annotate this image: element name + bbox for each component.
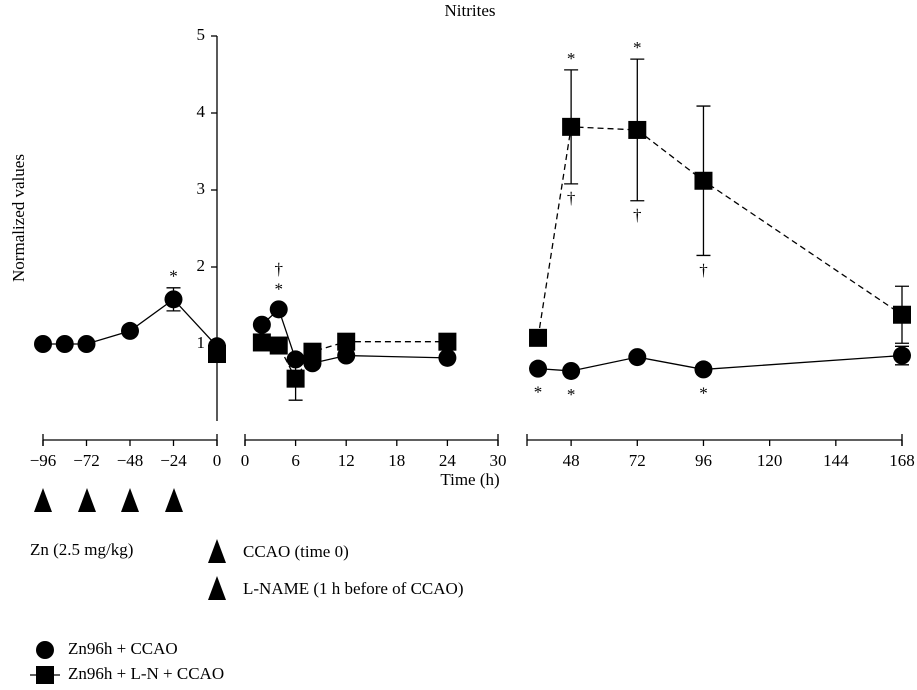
ccao-triangle xyxy=(208,539,226,563)
significance-mark: * xyxy=(633,38,642,57)
x-tick-label: 0 xyxy=(213,451,222,470)
x-tick-label: −48 xyxy=(117,451,144,470)
lname-label: L-NAME (1 h before of CCAO) xyxy=(243,579,463,598)
circle-marker xyxy=(628,348,647,367)
legend-marker xyxy=(36,666,54,684)
y-tick-label: 2 xyxy=(197,256,206,275)
circle-marker xyxy=(438,348,457,367)
legend-label: Zn96h + L-N + CCAO xyxy=(68,664,224,683)
circle-marker xyxy=(34,335,52,353)
x-tick-label: 18 xyxy=(388,451,405,470)
legend-marker xyxy=(36,641,54,659)
x-tick-label: 0 xyxy=(241,451,250,470)
y-tick-label: 5 xyxy=(197,25,206,44)
significance-mark: † xyxy=(699,260,708,279)
circle-marker xyxy=(529,359,548,378)
series-line xyxy=(537,126,903,338)
circle-marker xyxy=(694,360,713,379)
significance-mark: * xyxy=(274,279,283,298)
significance-mark: † xyxy=(633,206,642,225)
significance-mark: † xyxy=(274,259,283,278)
ccao-label: CCAO (time 0) xyxy=(243,542,349,561)
x-tick-label: 48 xyxy=(563,451,580,470)
square-marker xyxy=(562,117,581,136)
x-tick-label: 12 xyxy=(338,451,355,470)
x-tick-label: 168 xyxy=(889,451,915,470)
series-line xyxy=(537,354,903,372)
zn-triangle xyxy=(165,488,183,512)
significance-mark: * xyxy=(699,383,708,402)
significance-mark: * xyxy=(567,49,576,68)
circle-marker xyxy=(893,346,911,365)
circle-marker xyxy=(55,335,74,353)
square-marker xyxy=(208,345,226,364)
significance-mark: † xyxy=(567,189,576,208)
square-marker xyxy=(529,328,548,347)
y-tick-label: 3 xyxy=(197,179,206,198)
square-marker xyxy=(252,333,271,352)
zn-triangle xyxy=(34,488,52,512)
x-tick-label: −72 xyxy=(73,451,100,470)
x-axis-label: Time (h) xyxy=(440,470,499,489)
significance-mark: * xyxy=(567,385,576,404)
y-axis-label: Normalized values xyxy=(9,154,28,282)
x-tick-label: 96 xyxy=(695,451,712,470)
chart-title: Nitrites xyxy=(445,1,496,20)
x-tick-label: 120 xyxy=(757,451,783,470)
zn-triangle xyxy=(121,488,139,512)
x-tick-label: 30 xyxy=(490,451,507,470)
square-marker xyxy=(628,120,647,139)
circle-marker xyxy=(562,361,581,380)
significance-mark: * xyxy=(169,267,178,286)
circle-marker xyxy=(121,321,139,340)
square-marker xyxy=(694,171,713,190)
square-marker xyxy=(269,336,288,355)
x-tick-label: 6 xyxy=(291,451,300,470)
circle-marker xyxy=(269,300,288,319)
lname-triangle xyxy=(208,576,226,600)
x-tick-label: −96 xyxy=(30,451,57,470)
significance-mark: * xyxy=(534,383,543,402)
circle-marker xyxy=(252,315,271,334)
square-marker xyxy=(286,369,305,388)
square-marker xyxy=(337,332,356,351)
treatment-markers xyxy=(34,488,226,600)
square-marker xyxy=(303,342,322,361)
legend-label: Zn96h + CCAO xyxy=(68,639,178,658)
x-tick-label: −24 xyxy=(160,451,187,470)
circle-marker xyxy=(164,290,183,309)
circle-marker xyxy=(77,335,96,353)
y-tick-label: 4 xyxy=(197,102,206,121)
x-tick-label: 24 xyxy=(439,451,457,470)
y-tick-label: 1 xyxy=(197,333,206,352)
zn-triangle xyxy=(78,488,96,512)
x-tick-label: 72 xyxy=(629,451,646,470)
x-tick-label: 144 xyxy=(823,451,849,470)
zn-label: Zn (2.5 mg/kg) xyxy=(30,540,133,559)
square-marker xyxy=(893,305,911,324)
square-marker xyxy=(438,332,457,351)
circle-marker xyxy=(337,346,356,365)
